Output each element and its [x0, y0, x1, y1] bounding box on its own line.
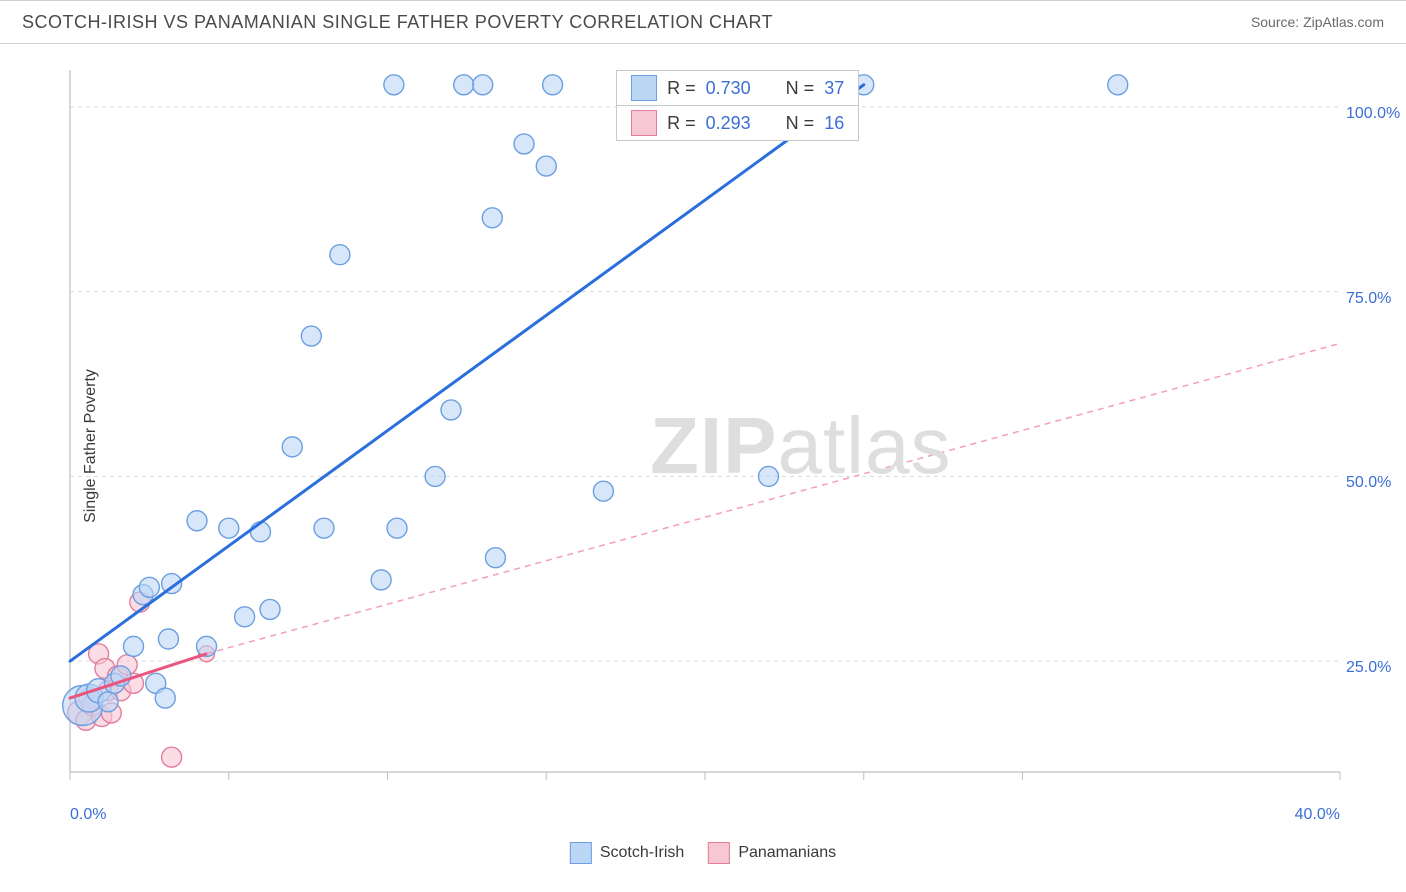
- legend-swatch: [570, 842, 592, 864]
- n-value: 16: [824, 113, 844, 134]
- r-label: R =: [667, 78, 696, 99]
- legend-label: Scotch-Irish: [600, 844, 684, 862]
- correlation-row: R = 0.730 N = 37: [617, 71, 858, 106]
- axis-tick-label: 100.0%: [1346, 105, 1400, 123]
- legend-swatch: [708, 842, 730, 864]
- scatter-plot: ZIPatlas R = 0.730 N = 37R = 0.293 N = 1…: [50, 60, 1380, 820]
- axis-tick-label: 40.0%: [1295, 806, 1340, 824]
- chart-source: Source: ZipAtlas.com: [1251, 14, 1384, 30]
- chart-title: SCOTCH-IRISH VS PANAMANIAN SINGLE FATHER…: [22, 12, 773, 33]
- series-legend: Scotch-Irish Panamanians: [570, 842, 836, 864]
- n-value: 37: [824, 78, 844, 99]
- axis-tick-label: 75.0%: [1346, 290, 1391, 308]
- n-label: N =: [786, 113, 815, 134]
- r-value: 0.730: [706, 78, 751, 99]
- r-label: R =: [667, 113, 696, 134]
- axis-tick-label: 0.0%: [70, 806, 106, 824]
- legend-swatch: [631, 75, 657, 101]
- axis-tick-label: 50.0%: [1346, 474, 1391, 492]
- plot-svg: [50, 60, 1380, 820]
- chart-header: SCOTCH-IRISH VS PANAMANIAN SINGLE FATHER…: [0, 0, 1406, 44]
- legend-swatch: [631, 110, 657, 136]
- r-value: 0.293: [706, 113, 751, 134]
- legend-item: Panamanians: [708, 842, 836, 864]
- correlation-row: R = 0.293 N = 16: [617, 106, 858, 140]
- legend-label: Panamanians: [738, 844, 836, 862]
- n-label: N =: [786, 78, 815, 99]
- correlation-legend-box: R = 0.730 N = 37R = 0.293 N = 16: [616, 70, 859, 141]
- axis-tick-label: 25.0%: [1346, 659, 1391, 677]
- legend-item: Scotch-Irish: [570, 842, 684, 864]
